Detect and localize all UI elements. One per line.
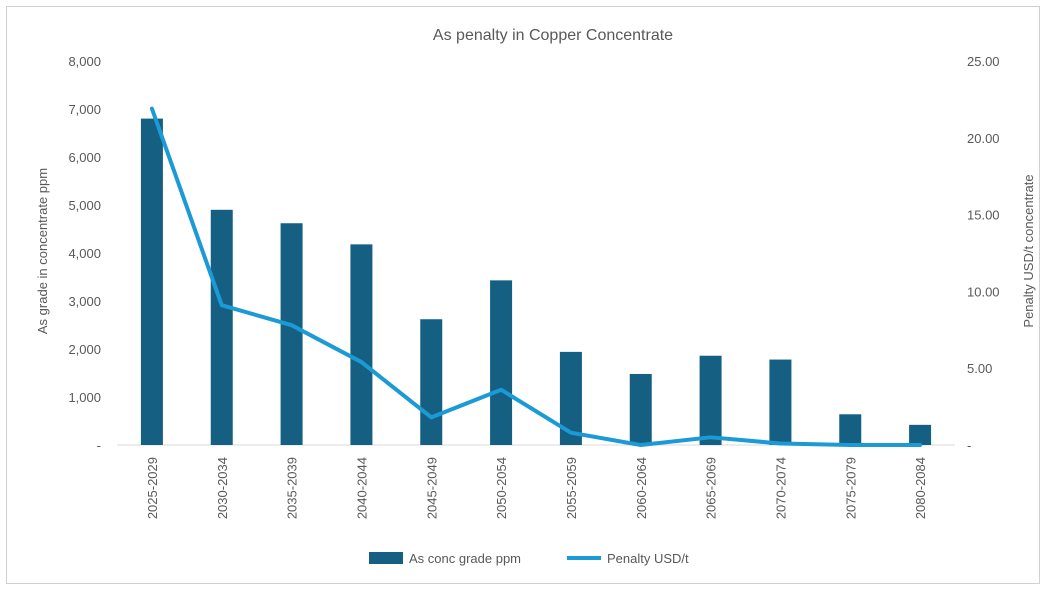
legend: As conc grade ppm Penalty USD/t <box>369 551 689 566</box>
y2-tick-label: - <box>967 438 971 453</box>
y-axis-label: As grade in concentrate ppm <box>35 168 50 334</box>
bar <box>210 209 233 445</box>
y2-tick-label: 25.00 <box>967 54 1000 69</box>
chart-title: As penalty in Copper Concentrate <box>433 27 673 44</box>
legend-line-label: Penalty USD/t <box>607 551 689 566</box>
y-tick-label: 3,000 <box>68 294 101 309</box>
bar <box>420 319 443 445</box>
y2-tick-label: 5.00 <box>967 361 992 376</box>
bar <box>839 414 862 445</box>
y2-tick-label: 20.00 <box>967 131 1000 146</box>
y-axis-ticks: - 1,000 2,000 3,000 4,000 5,000 6,000 7,000 8,00… <box>68 54 101 453</box>
x-tick-label: 2030-2034 <box>215 457 230 519</box>
x-tick-label: 2025-2029 <box>145 457 160 519</box>
y-tick-label: 1,000 <box>68 390 101 405</box>
x-tick-label: 2075-2079 <box>843 457 858 519</box>
x-tick-label: 2040-2044 <box>354 457 369 519</box>
x-axis-ticks: 2025-2029 2030-2034 2035-2039 2040-2044 2045… <box>145 457 928 519</box>
bar <box>140 118 163 445</box>
legend-bar-swatch <box>369 552 403 564</box>
x-tick-label: 2050-2054 <box>494 457 509 519</box>
bar <box>629 373 652 445</box>
y-tick-label: 2,000 <box>68 342 101 357</box>
y-tick-label: 7,000 <box>68 102 101 117</box>
penalty-line <box>149 106 923 447</box>
legend-bar-label: As conc grade ppm <box>409 551 521 566</box>
y2-tick-label: 15.00 <box>967 208 1000 223</box>
x-tick-label: 2070-2074 <box>773 457 788 519</box>
y2-axis-ticks: - 5.00 10.00 15.00 20.00 25.00 <box>967 54 1000 453</box>
bar <box>280 223 303 445</box>
y-tick-label: 4,000 <box>68 246 101 261</box>
y-tick-label: 8,000 <box>68 54 101 69</box>
x-tick-label: 2035-2039 <box>285 457 300 519</box>
y2-axis-label: Penalty USD/t concentrate <box>1021 174 1036 327</box>
combo-chart: As penalty in Copper Concentrate As grad… <box>35 27 1036 566</box>
bar <box>699 355 722 445</box>
bar <box>769 359 792 445</box>
x-tick-label: 2065-2069 <box>704 457 719 519</box>
y-tick-label: 6,000 <box>68 150 101 165</box>
bar <box>909 424 932 445</box>
x-tick-label: 2080-2084 <box>913 457 928 519</box>
y2-tick-label: 10.00 <box>967 284 1000 299</box>
y-tick-label: 5,000 <box>68 198 101 213</box>
x-tick-label: 2045-2049 <box>424 457 439 519</box>
bar <box>350 244 373 445</box>
bar <box>490 280 513 445</box>
chart-frame: As penalty in Copper Concentrate As grad… <box>6 6 1040 584</box>
x-tick-label: 2060-2064 <box>634 457 649 519</box>
bar <box>559 351 582 445</box>
y-tick-label: - <box>97 438 101 453</box>
x-tick-label: 2055-2059 <box>564 457 579 519</box>
bar-series <box>140 118 932 445</box>
